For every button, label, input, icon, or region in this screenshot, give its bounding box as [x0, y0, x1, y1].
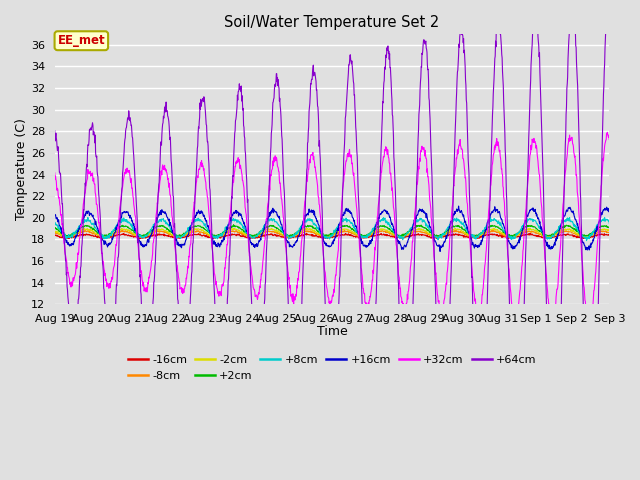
- Title: Soil/Water Temperature Set 2: Soil/Water Temperature Set 2: [225, 15, 440, 30]
- Y-axis label: Temperature (C): Temperature (C): [15, 118, 28, 220]
- X-axis label: Time: Time: [317, 325, 348, 338]
- Legend: -16cm, -8cm, -2cm, +2cm, +8cm, +16cm, +32cm, +64cm: -16cm, -8cm, -2cm, +2cm, +8cm, +16cm, +3…: [123, 351, 541, 385]
- Text: EE_met: EE_met: [58, 34, 105, 47]
